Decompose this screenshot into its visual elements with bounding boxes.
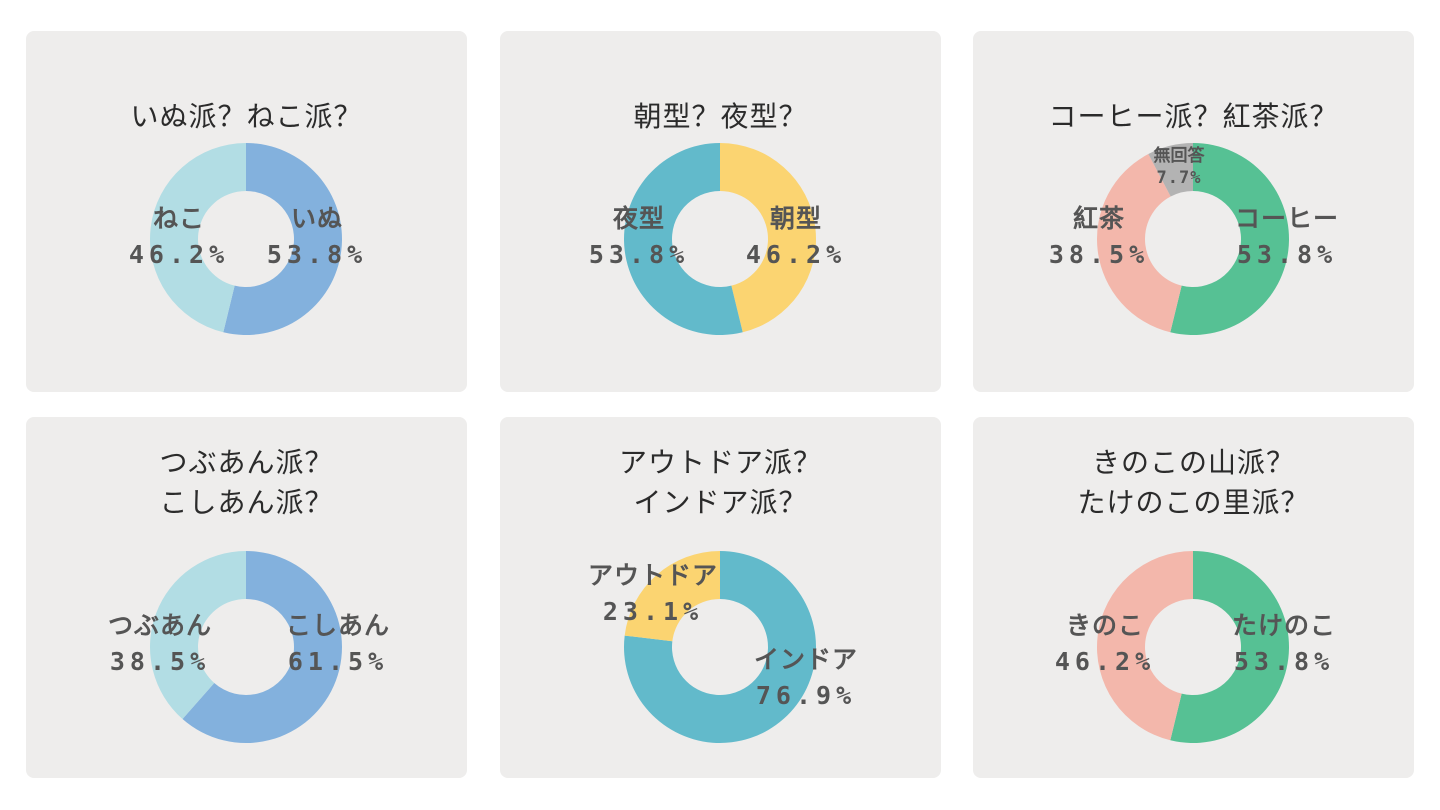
slice-name: 紅茶: [1072, 204, 1126, 233]
donut-slice-1: [720, 143, 817, 333]
donut-slice-1: [1170, 143, 1289, 335]
slice-label-takenoko: たけのこ 53.8%: [1232, 608, 1336, 680]
slice-percent: 46.2%: [1054, 647, 1156, 676]
slice-name: こしあん: [285, 611, 391, 640]
donut-slice-2: [624, 551, 720, 642]
chart-title-line: 朝型？夜型？: [633, 100, 808, 133]
slice-percent: 53.8%: [1236, 240, 1338, 269]
chart-title: いぬ派？ねこ派？: [26, 97, 467, 137]
chart-card-tsubuan-koshian: つぶあん派？ こしあん派？ こしあん 61.5% つぶあん 38.5%: [26, 417, 467, 778]
slice-percent: 53.8%: [266, 240, 368, 269]
slice-percent: 23.1%: [602, 597, 704, 626]
slice-name: インドア: [753, 645, 859, 674]
chart-title-line: きのこの山派？: [1091, 446, 1295, 479]
donut-chart: [624, 551, 816, 743]
slice-name: いぬ: [290, 204, 344, 233]
donut-slice-1: [1170, 551, 1289, 743]
slice-label-indoor: インドア 76.9%: [754, 642, 858, 714]
donut-slice-2: [150, 143, 246, 333]
donut-chart: [150, 143, 342, 335]
donut-slice-2: [624, 143, 743, 336]
chart-title: コーヒー派？紅茶派？: [973, 97, 1414, 137]
slice-name: たけのこ: [1231, 611, 1337, 640]
slice-percent: 61.5%: [287, 647, 389, 676]
chart-card-coffee-tea: コーヒー派？紅茶派？ コーヒー 53.8% 紅茶 38.5% 無回答 7.7%: [973, 31, 1414, 392]
slice-label-morning: 朝型 46.2%: [746, 201, 846, 273]
donut-slice-1: [223, 143, 342, 335]
slice-percent: 7.7%: [1156, 168, 1202, 188]
slice-label-cat: ねこ 46.2%: [129, 201, 229, 273]
donut-slice-1: [182, 551, 342, 743]
slice-label-night: 夜型 53.8%: [589, 201, 689, 273]
chart-title-line: こしあん派？: [159, 486, 334, 519]
slice-label-no-answer: 無回答 7.7%: [1154, 145, 1205, 189]
chart-title-line: つぶあん派？: [159, 446, 334, 479]
donut-slice-2: [150, 551, 246, 720]
slice-name: 無回答: [1153, 146, 1205, 166]
slice-percent: 53.8%: [1233, 647, 1335, 676]
chart-title-line: コーヒー派？紅茶派？: [1048, 100, 1339, 133]
slice-percent: 38.5%: [109, 647, 211, 676]
slice-label-tea: 紅茶 38.5%: [1049, 201, 1149, 273]
slice-label-dog: いぬ 53.8%: [267, 201, 367, 273]
slice-name: ねこ: [152, 204, 206, 233]
slice-percent: 76.9%: [755, 681, 857, 710]
slice-percent: 53.8%: [588, 240, 690, 269]
donut-slice-1: [624, 551, 816, 743]
chart-card-kinoko-takenoko: きのこの山派？ たけのこの里派？ たけのこ 53.8% きのこ 46.2%: [973, 417, 1414, 778]
slice-label-outdoor: アウトドア 23.1%: [588, 558, 718, 630]
slice-label-koshian: こしあん 61.5%: [286, 608, 390, 680]
slice-percent: 46.2%: [745, 240, 847, 269]
slice-name: 朝型: [769, 204, 823, 233]
chart-title-line: インドア派？: [633, 486, 808, 519]
slice-name: つぶあん: [107, 611, 213, 640]
chart-title: つぶあん派？ こしあん派？: [26, 443, 467, 523]
slice-name: 夜型: [612, 204, 666, 233]
slice-label-kinoko: きのこ 46.2%: [1055, 608, 1155, 680]
slice-label-coffee: コーヒー 53.8%: [1235, 201, 1339, 273]
slice-label-tsubuan: つぶあん 38.5%: [108, 608, 212, 680]
chart-title-line: いぬ派？ねこ派？: [130, 100, 363, 133]
chart-title-line: アウトドア派？: [618, 446, 822, 479]
slice-name: コーヒー: [1234, 204, 1340, 233]
donut-chart: [1097, 143, 1289, 335]
chart-title: 朝型？夜型？: [500, 97, 941, 137]
slice-percent: 38.5%: [1048, 240, 1150, 269]
donut-slice-2: [1097, 154, 1182, 333]
donut-chart: [1097, 551, 1289, 743]
slice-percent: 46.2%: [128, 240, 230, 269]
chart-card-outdoor-indoor: アウトドア派？ インドア派？ インドア 76.9% アウトドア 23.1%: [500, 417, 941, 778]
donut-slice-2: [1097, 551, 1193, 741]
donut-chart: [624, 143, 817, 336]
slice-name: アウトドア: [587, 561, 719, 590]
chart-card-dog-cat: いぬ派？ねこ派？ いぬ 53.8% ねこ 46.2%: [26, 31, 467, 392]
slice-name: きのこ: [1065, 611, 1145, 640]
chart-title: アウトドア派？ インドア派？: [500, 443, 941, 523]
donut-slice-3: [1148, 143, 1193, 197]
donut-chart: [150, 551, 342, 743]
chart-title: きのこの山派？ たけのこの里派？: [973, 443, 1414, 523]
chart-card-morning-night: 朝型？夜型？ 朝型 46.2% 夜型 53.8%: [500, 31, 941, 392]
chart-title-line: たけのこの里派？: [1077, 486, 1310, 519]
